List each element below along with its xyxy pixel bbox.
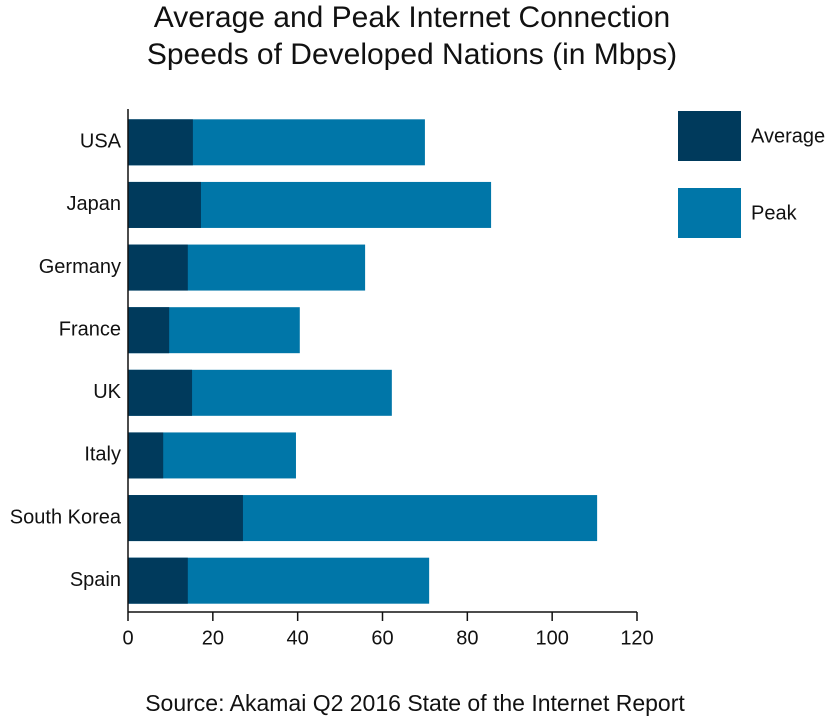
y-tick-label: UK xyxy=(93,381,121,403)
x-tick-label: 100 xyxy=(535,627,568,649)
y-tick-label: Spain xyxy=(70,569,121,591)
x-tick-label: 80 xyxy=(456,627,478,649)
y-tick-label: Italy xyxy=(84,444,121,466)
x-tick-label: 40 xyxy=(287,627,309,649)
x-tick-label: 120 xyxy=(620,627,653,649)
x-tick-label: 0 xyxy=(122,627,133,649)
bar xyxy=(128,119,193,166)
bar xyxy=(128,557,188,604)
y-tick-label: Germany xyxy=(39,256,121,278)
x-tick-label: 20 xyxy=(202,627,224,649)
bar xyxy=(128,432,164,479)
source-note: Source: Akamai Q2 2016 State of the Inte… xyxy=(145,690,685,716)
y-tick-label: Japan xyxy=(67,193,122,215)
y-tick-label: France xyxy=(59,318,121,340)
y-tick-label: South Korea xyxy=(10,506,122,528)
bar xyxy=(128,181,201,228)
bar xyxy=(128,307,170,354)
legend-swatch xyxy=(678,111,741,161)
chart-title: Average and Peak Internet Connection xyxy=(154,1,670,34)
legend-swatch xyxy=(678,188,741,238)
legend-label: Average xyxy=(751,125,825,147)
y-tick-label: USA xyxy=(80,131,122,153)
bar xyxy=(128,369,193,416)
chart-title: Speeds of Developed Nations (in Mbps) xyxy=(147,38,677,71)
bar xyxy=(128,495,243,542)
bar xyxy=(128,244,188,291)
legend-label: Peak xyxy=(751,202,798,224)
x-tick-label: 60 xyxy=(371,627,393,649)
